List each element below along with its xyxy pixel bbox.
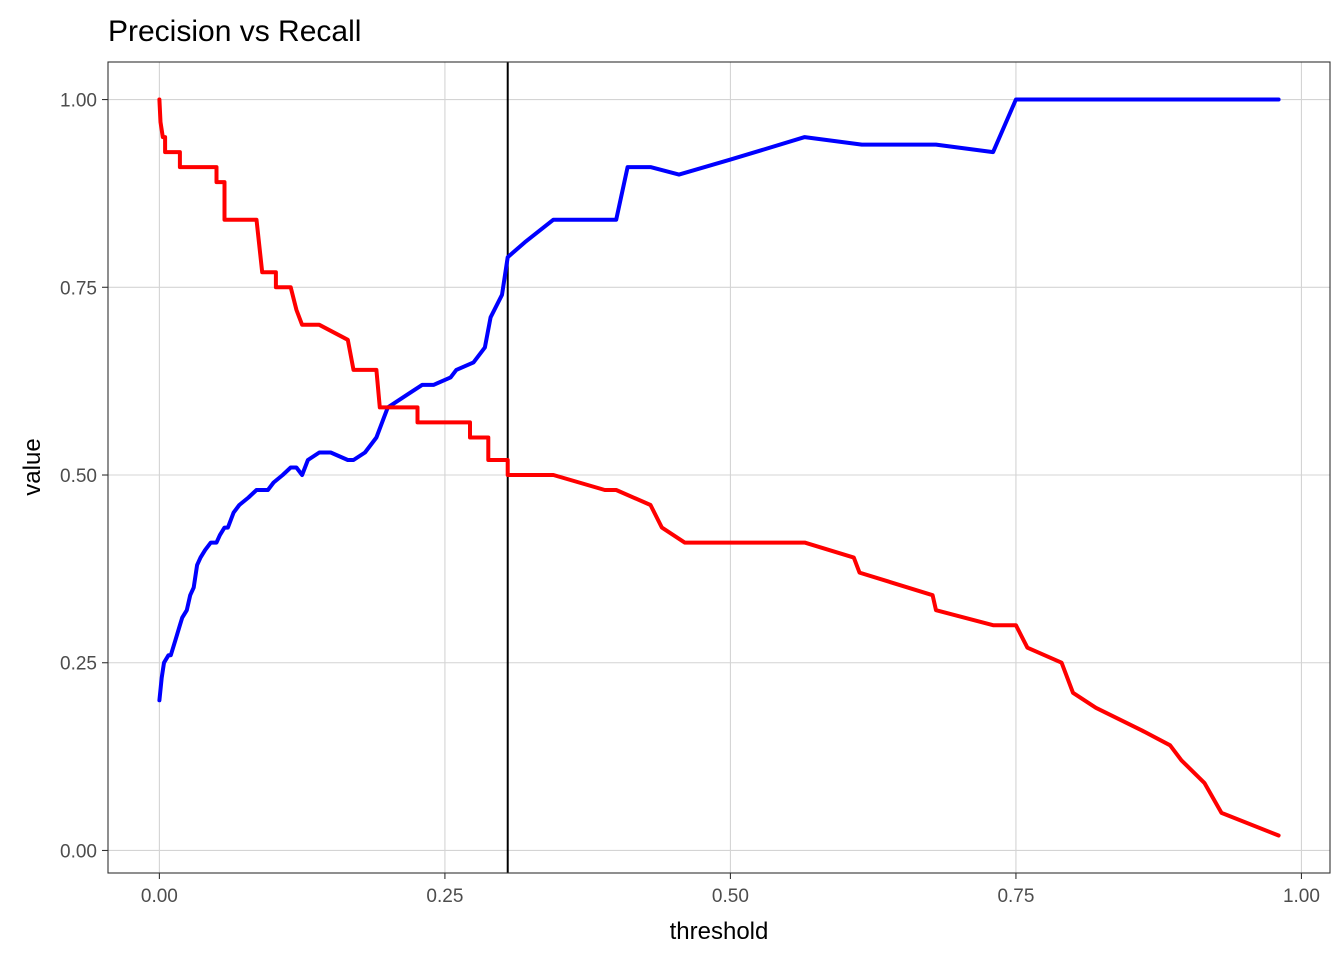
x-tick-label: 1.00 (1283, 886, 1320, 907)
series-lines (157, 97, 1281, 838)
chart-title: Precision vs Recall (108, 15, 361, 48)
y-tick-label: 1.00 (60, 91, 97, 112)
x-tick-label: 0.25 (426, 886, 463, 907)
axis-ticks: 0.00 0.25 0.50 0.75 1.00 0.00 0.25 0.50 0.75 1.00 (60, 91, 1320, 907)
y-tick-label: 0.75 (60, 278, 97, 299)
x-tick-label: 0.75 (997, 886, 1034, 907)
y-tick-label: 0.25 (60, 654, 97, 675)
x-tick-label: 0.00 (141, 886, 178, 907)
x-tick-label: 0.50 (712, 886, 749, 907)
series-line-2 (157, 97, 1281, 838)
y-tick-label: 0.50 (60, 466, 97, 487)
x-axis-title: threshold (670, 918, 769, 945)
y-tick-label: 0.00 (60, 841, 97, 862)
y-axis-title: value (19, 438, 46, 495)
series-line-1 (157, 97, 1281, 703)
panel-border (107, 61, 1331, 874)
